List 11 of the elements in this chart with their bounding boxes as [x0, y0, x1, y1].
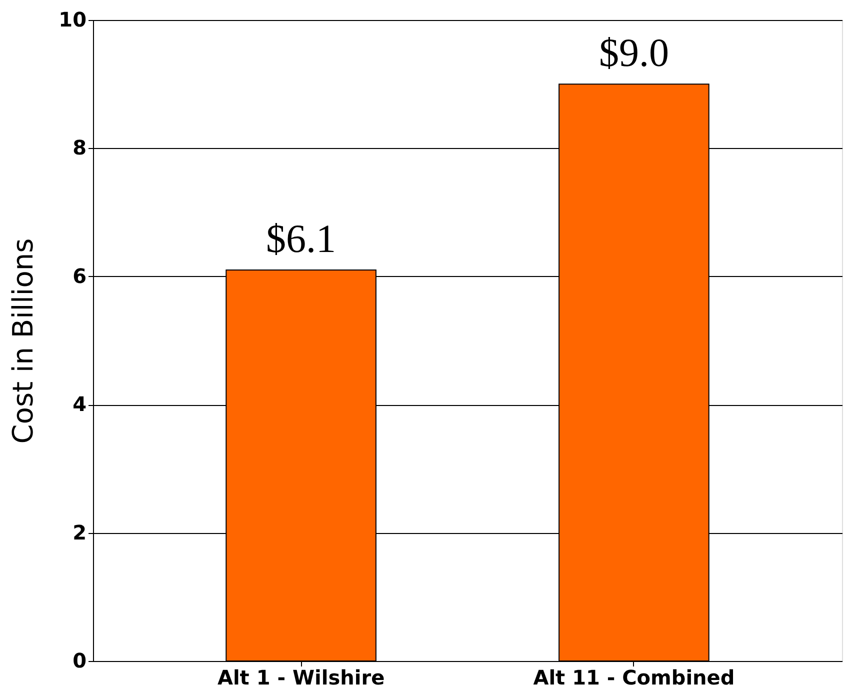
y-tick-label: 6 [72, 264, 86, 288]
data-label: $6.1 [266, 216, 336, 261]
y-tick-label: 2 [72, 520, 86, 544]
y-tick-label: 0 [72, 648, 86, 672]
y-tick-label: 8 [72, 136, 86, 160]
y-tick-label: 10 [58, 8, 86, 32]
y-tick-label: 4 [72, 392, 86, 416]
data-label: $9.0 [598, 30, 669, 76]
y-axis-title: Cost in Billions [6, 238, 40, 444]
x-tick-label: Alt 11 - Combined [533, 666, 735, 690]
x-tick-label: Alt 1 - Wilshire [217, 666, 385, 690]
